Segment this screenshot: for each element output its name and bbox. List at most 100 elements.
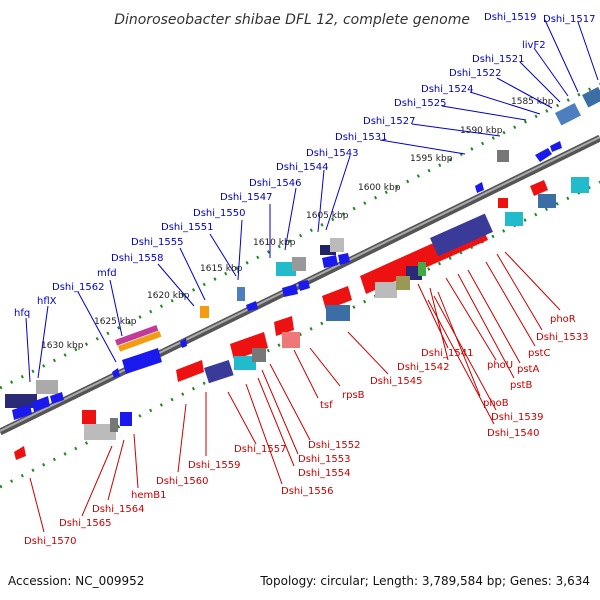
gene-label: Dshi_1521 — [472, 54, 524, 65]
gene-label: hfq — [14, 308, 30, 319]
gene-label: tsf — [320, 400, 333, 411]
gene-arrow — [322, 286, 352, 310]
gene-label: hflX — [37, 296, 57, 307]
gene-block — [571, 177, 589, 193]
gene-block — [120, 412, 132, 426]
gene-block — [276, 262, 296, 276]
gene-block — [200, 306, 209, 318]
gene-label: Dshi_1519 — [484, 12, 536, 23]
gene-label: Dshi_1559 — [188, 460, 240, 471]
gene-block — [292, 257, 306, 271]
gene-label: Dshi_1540 — [487, 428, 539, 439]
forward-leader-lines — [25, 19, 599, 383]
gene-label: pstA — [517, 364, 539, 375]
gene-arrow — [32, 396, 50, 412]
gene-label: Dshi_1546 — [249, 178, 301, 189]
gene-label: rpsB — [342, 390, 365, 401]
topology-text: Topology: circular; Length: 3,789,584 bp… — [260, 574, 590, 588]
tick-label: 1615 kbp — [200, 264, 243, 274]
gene-arrow — [338, 253, 350, 265]
gene-label: Dshi_1560 — [156, 476, 208, 487]
gene-block — [237, 287, 245, 301]
gene-block — [282, 332, 300, 348]
tick-label: 1610 kbp — [253, 238, 296, 248]
tick-label: 1620 kbp — [147, 291, 190, 301]
gene-block — [418, 262, 426, 276]
tick-label: 1600 kbp — [358, 183, 401, 193]
gene-arrow — [282, 284, 298, 297]
gene-label: Dshi_1539 — [491, 412, 543, 423]
gene-label: Dshi_1547 — [220, 192, 272, 203]
gene-label: Dshi_1544 — [276, 162, 328, 173]
gene-block — [84, 424, 116, 440]
gene-block — [110, 418, 118, 432]
gene-label: Dshi_1564 — [92, 504, 144, 515]
tick-label: 1630 kbp — [41, 341, 84, 351]
gene-label: Dshi_1545 — [370, 376, 422, 387]
gene-label: Dshi_1553 — [298, 454, 350, 465]
gene-label: phoU — [487, 360, 513, 371]
gene-block — [582, 86, 600, 108]
tick-label: 1595 kbp — [410, 154, 453, 164]
gene-label: hemB1 — [131, 490, 166, 501]
gene-arrow — [230, 332, 268, 360]
gene-label: Dshi_1565 — [59, 518, 111, 529]
forward-genes — [5, 86, 600, 420]
gene-arrow — [550, 141, 562, 152]
gene-block — [326, 305, 350, 321]
reverse-genes — [14, 177, 589, 460]
gene-arrow — [298, 280, 310, 291]
gene-label: Dshi_1558 — [111, 253, 163, 264]
gene-label: mfd — [97, 268, 117, 279]
gene-label: phoR — [550, 314, 576, 325]
gene-block — [375, 282, 397, 298]
gene-label: Dshi_1554 — [298, 468, 350, 479]
gene-arrow — [530, 180, 548, 196]
gene-label: phoB — [483, 398, 509, 409]
gene-arrow — [50, 392, 64, 404]
gene-block — [36, 380, 58, 394]
gene-label: livF2 — [522, 40, 546, 51]
outer-dot-track — [0, 82, 600, 390]
gene-block — [252, 348, 266, 362]
gene-label: Dshi_1552 — [308, 440, 360, 451]
tick-label: 1625 kbp — [94, 317, 137, 327]
gene-arrow — [274, 316, 294, 336]
gene-block — [320, 245, 336, 255]
gene-block — [234, 356, 256, 370]
gene-arrow — [246, 301, 258, 311]
gene-label: Dshi_1524 — [421, 84, 473, 95]
gene-label: Dshi_1522 — [449, 68, 501, 79]
gene-label: Dshi_1517 — [543, 14, 595, 25]
gene-block — [82, 410, 96, 424]
gene-label: Dshi_1556 — [281, 486, 333, 497]
gene-label: Dshi_1557 — [234, 444, 286, 455]
gene-label: Dshi_1525 — [394, 98, 446, 109]
gene-arrow — [112, 368, 120, 378]
gene-block — [538, 194, 556, 208]
gene-label: Dshi_1570 — [24, 536, 76, 547]
tick-label: 1590 kbp — [460, 126, 503, 136]
tick-label: 1605 kbp — [306, 211, 349, 221]
forward-gene-labels: Dshi_1519 Dshi_1517 livF2 Dshi_1521 Dshi… — [14, 12, 595, 319]
reverse-gene-labels: phoR Dshi_1533 pstC pstA pstB phoU Dshi_… — [24, 314, 588, 547]
gene-label: Dshi_1551 — [161, 222, 213, 233]
gene-block — [204, 359, 234, 384]
gene-arrow — [535, 148, 552, 162]
gene-arrow — [14, 446, 26, 460]
gene-arrow — [176, 360, 204, 382]
gene-arrow — [122, 348, 162, 374]
gene-label: Dshi_1541 — [421, 348, 473, 359]
tick-labels: 1585 kbp 1590 kbp 1595 kbp 1600 kbp 1605… — [41, 97, 554, 351]
tick-label: 1585 kbp — [511, 97, 554, 107]
gene-label: Dshi_1542 — [397, 362, 449, 373]
map-title: Dinoroseobacter shibae DFL 12, complete … — [114, 12, 470, 28]
gene-label: Dshi_1531 — [335, 132, 387, 143]
gene-label: Dshi_1543 — [306, 148, 358, 159]
gene-block — [498, 198, 508, 208]
gene-block — [430, 213, 493, 257]
gene-arrow — [475, 182, 484, 193]
gene-block — [5, 394, 37, 408]
gene-label: Dshi_1555 — [131, 237, 183, 248]
gene-arrow — [12, 404, 32, 420]
